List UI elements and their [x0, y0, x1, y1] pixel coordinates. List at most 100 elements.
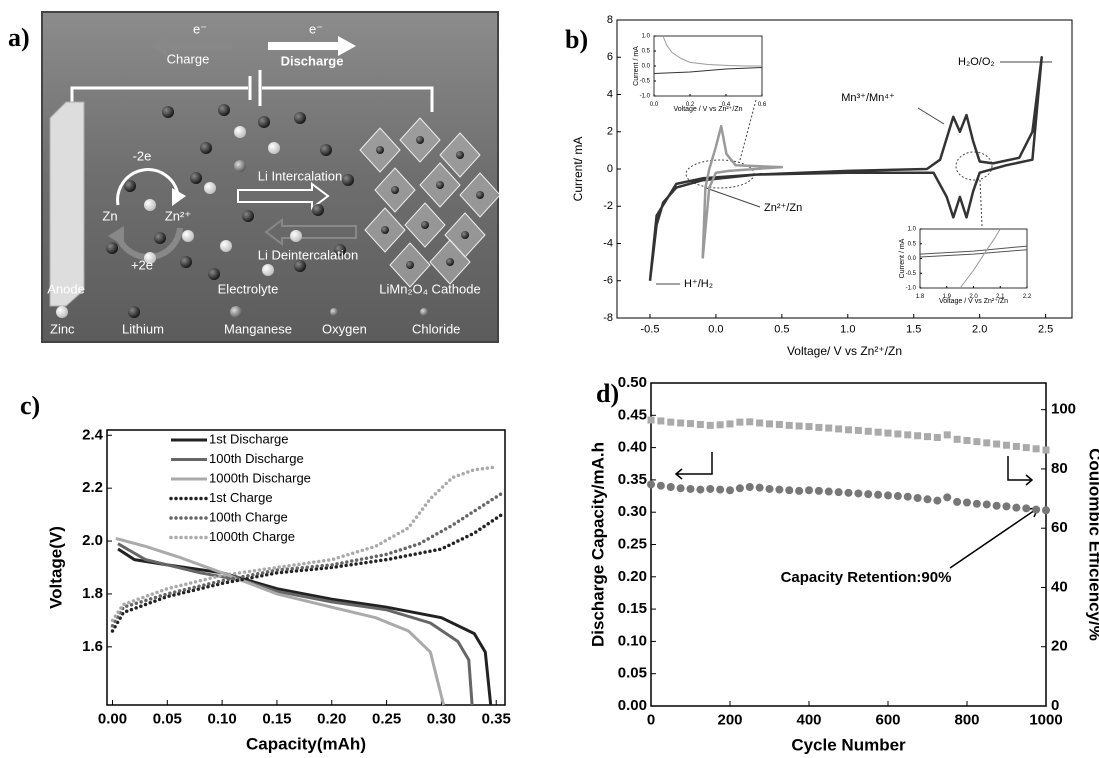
ion [242, 210, 254, 222]
y-tick-label: 0.25 [618, 535, 647, 552]
marker [864, 427, 872, 435]
marker [686, 484, 695, 493]
atom [421, 221, 429, 229]
x-tick-label: 200 [717, 711, 742, 728]
intercalation-arrow [237, 182, 330, 210]
series-line [662, 35, 762, 67]
legend-sphere [420, 308, 428, 316]
x-tick-label: 400 [796, 711, 821, 728]
legend-label: 1000th Charge [209, 529, 295, 544]
marker [972, 499, 981, 508]
marker [805, 486, 813, 495]
legend-label: 1st Charge [209, 490, 273, 505]
discharge-arrow [268, 36, 356, 56]
marker [864, 490, 873, 499]
marker [914, 432, 922, 440]
legend-label: 100th Discharge [209, 451, 304, 466]
marker [815, 423, 823, 431]
ion [320, 144, 332, 156]
legend-label: 1000th Discharge [209, 470, 311, 485]
marker [785, 486, 794, 495]
marker [656, 481, 665, 490]
x-axis-label: Capacity(mAh) [246, 734, 366, 753]
ion [162, 106, 174, 118]
marker [854, 489, 863, 498]
series-line [115, 536, 446, 706]
electron-label: e⁻ [309, 21, 323, 36]
x-tick-label: 0.4 [722, 102, 731, 108]
atom [461, 231, 469, 239]
marker [844, 488, 853, 497]
y2-tick-label: 0 [1051, 697, 1059, 714]
arrow-head [108, 226, 124, 246]
x-tick-label: 800 [954, 711, 979, 728]
series-line [110, 512, 504, 633]
ion [294, 260, 306, 272]
x-tick-label: 0.0 [708, 324, 723, 336]
y-tick-label: 0.05 [618, 665, 647, 682]
panel-label: a) [8, 23, 30, 52]
marker [963, 436, 971, 444]
y-tick-label: 0.0 [642, 64, 651, 70]
atom [406, 261, 414, 269]
y2-tick-label: 80 [1051, 460, 1068, 477]
arrow-head [172, 188, 186, 206]
ion [200, 142, 212, 154]
x-tick-label: 0.15 [262, 710, 291, 727]
marker [735, 484, 744, 493]
ion [180, 256, 192, 268]
marker [983, 439, 991, 447]
legend-sphere [128, 306, 140, 318]
marker [726, 486, 734, 495]
annotation: H⁺/H₂ [684, 278, 713, 290]
series-line [701, 124, 784, 259]
x-tick-label: 0.00 [98, 710, 127, 727]
marker [726, 420, 734, 428]
y-tick-label: 6 [607, 51, 613, 63]
marker [973, 438, 981, 446]
x-tick-label: 1000 [1029, 711, 1062, 728]
y-tick-label: 0.50 [618, 374, 647, 391]
y-tick-label: 1.0 [642, 34, 651, 40]
marker [943, 493, 952, 502]
x-tick-label: 0.10 [208, 710, 237, 727]
species-label: Zn²⁺ [165, 208, 191, 223]
wire [262, 86, 434, 112]
atom [456, 151, 464, 159]
y-tick-label: 2.2 [82, 479, 103, 496]
marker [834, 488, 843, 497]
y-tick-label: 0.15 [618, 600, 647, 617]
component-label: Anode [47, 281, 85, 296]
y-axis-label: Current / mA [899, 238, 906, 278]
marker [923, 495, 932, 504]
ion [268, 142, 280, 154]
y-tick-label: 0.20 [618, 568, 647, 585]
marker [1042, 506, 1050, 515]
marker [1042, 446, 1050, 454]
legend-label: 1st Discharge [209, 431, 288, 446]
legend-sphere [330, 308, 338, 316]
x-tick-label: 2.0 [972, 324, 987, 336]
series-line [653, 67, 763, 74]
x-tick-label: 0.30 [427, 710, 456, 727]
electron-count: +2e [131, 257, 153, 272]
y-tick-label: -2 [603, 200, 613, 212]
ion [218, 104, 230, 116]
marker [953, 497, 962, 506]
ion [182, 230, 194, 242]
x-axis-label: Cycle Number [791, 735, 906, 754]
y2-axis-label: Coulombic Efficiency/% [1086, 448, 1099, 641]
marker [696, 485, 705, 494]
marker [785, 421, 793, 429]
marker [963, 498, 971, 507]
marker [765, 484, 774, 493]
component-label: LiMn₂O₄ Cathode [379, 281, 480, 296]
marker [716, 485, 725, 494]
y-axis-label: Current/ mA [571, 137, 585, 202]
x-tick-label: 1.5 [906, 324, 921, 336]
marker [933, 496, 942, 505]
y-tick-label: -8 [603, 312, 613, 324]
marker [805, 423, 813, 431]
marker [766, 420, 773, 428]
species-label: Zn [102, 208, 117, 223]
